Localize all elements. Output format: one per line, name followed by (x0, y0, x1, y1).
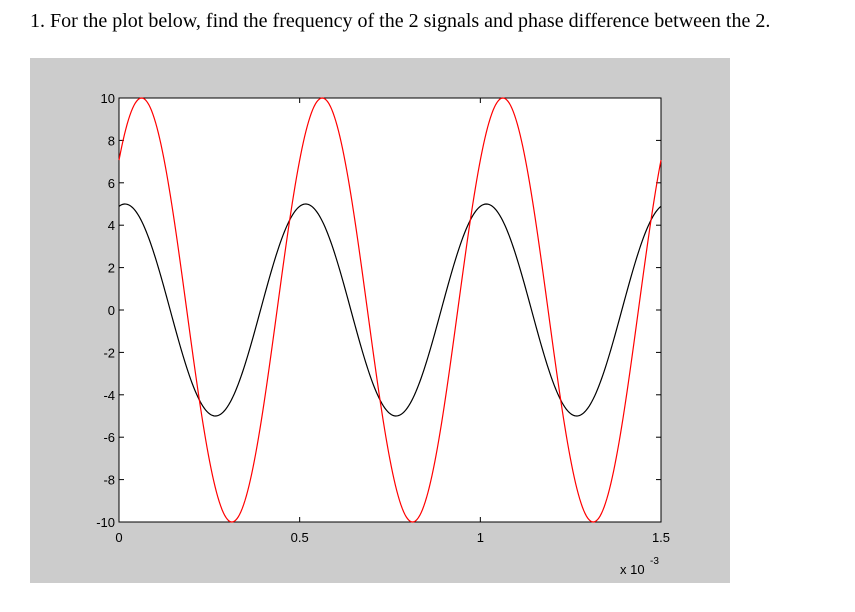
y-tick-label: -6 (103, 430, 115, 445)
x-tick-label: 1 (477, 530, 484, 545)
x-tick-label: 1.5 (652, 530, 670, 545)
x-multiplier-exponent: -3 (650, 556, 659, 567)
y-tick-label: 2 (108, 261, 115, 276)
question-number: 1. (30, 10, 45, 32)
y-tick-label: 10 (101, 91, 115, 106)
y-tick-label: -2 (103, 345, 115, 360)
x-multiplier-label: x 10 (620, 562, 645, 577)
question-body: For the plot below, find the frequency o… (50, 10, 771, 32)
y-tick-label: -4 (103, 388, 115, 403)
line-chart: -10 -8 -6 -4 -2 0 2 4 6 8 10 0 0.5 1 1.5 x 10 -3 (96, 91, 670, 577)
y-tick-label: 8 (108, 133, 115, 148)
y-tick-label: -8 (103, 473, 115, 488)
y-tick-label: 0 (108, 303, 115, 318)
y-tick-label: 6 (108, 176, 115, 191)
series-line-2 (118, 97, 662, 523)
figure-panel: -10 -8 -6 -4 -2 0 2 4 6 8 10 0 0.5 1 1.5 x 10 -3 (30, 58, 730, 583)
y-tick-label: 4 (108, 218, 115, 233)
question-text: 1. For the plot below, find the frequenc… (30, 10, 770, 33)
plot-area (118, 97, 662, 523)
series-line-1 (118, 203, 662, 417)
x-tick-label: 0 (115, 530, 122, 545)
x-tick-label: 0.5 (291, 530, 309, 545)
y-tick-label: -10 (96, 515, 115, 530)
